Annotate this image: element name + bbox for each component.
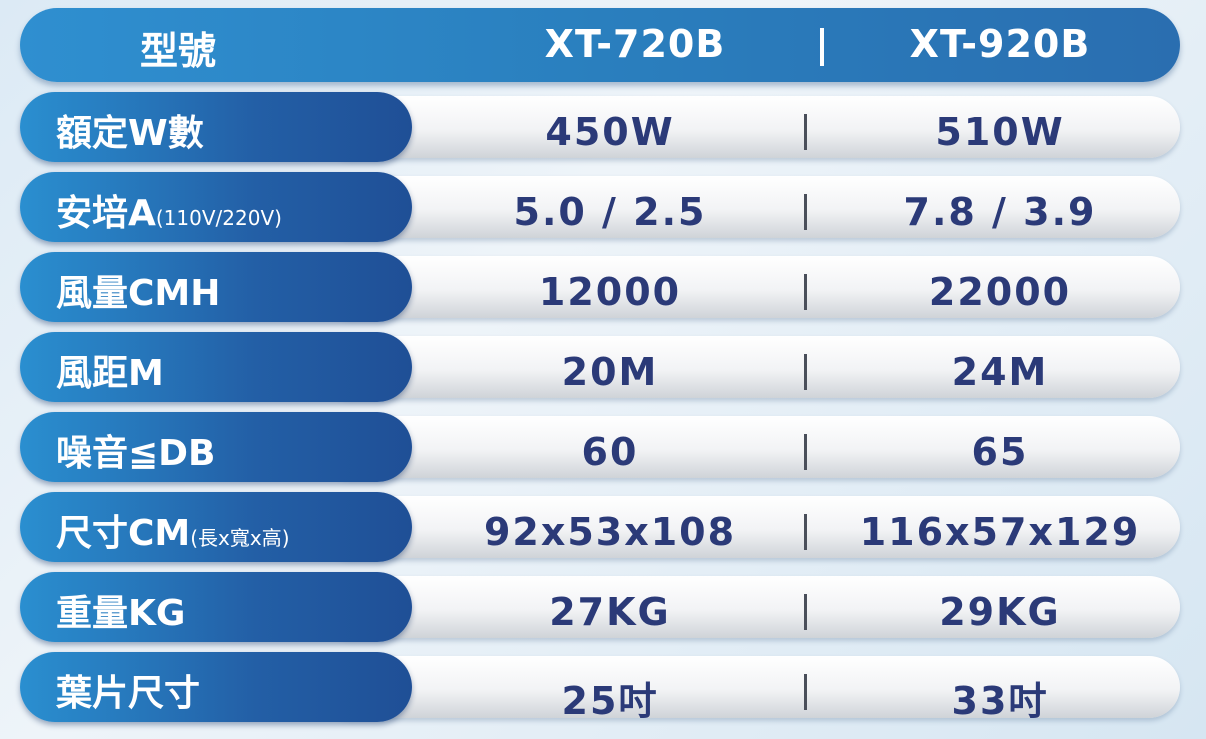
column-divider bbox=[804, 594, 807, 630]
spec-row: 450W 510W 額定W數 bbox=[20, 92, 1180, 162]
value-model-2: 29KG bbox=[939, 590, 1061, 634]
row-label-pill: 風量CMH bbox=[20, 252, 412, 322]
value-model-2: 510W bbox=[935, 110, 1065, 154]
value-model-1: 60 bbox=[581, 430, 639, 474]
value-model-2: 65 bbox=[971, 430, 1029, 474]
row-label-pill: 風距M bbox=[20, 332, 412, 402]
value-bar: 27KG 29KG bbox=[320, 576, 1180, 638]
value-bar: 25吋 33吋 bbox=[320, 656, 1180, 723]
row-label-note: (110V/220V) bbox=[155, 206, 282, 230]
value-bar: 5.0 / 2.5 7.8 / 3.9 bbox=[320, 176, 1180, 238]
row-label: 噪音≦DB bbox=[56, 433, 216, 474]
value-bar: 20M 24M bbox=[320, 336, 1180, 398]
header-label: 型號 bbox=[140, 29, 217, 73]
column-divider bbox=[804, 194, 807, 230]
value-model-1: 5.0 / 2.5 bbox=[513, 190, 707, 234]
value-model-1: 450W bbox=[545, 110, 675, 154]
model-1: XT-720B bbox=[544, 22, 726, 66]
header-divider bbox=[820, 28, 824, 66]
column-divider bbox=[804, 274, 807, 310]
header-row: 型號 XT-720B XT-920B bbox=[20, 8, 1180, 82]
spec-row: 27KG 29KG 重量KG bbox=[20, 572, 1180, 642]
row-label-pill: 額定W數 bbox=[20, 92, 412, 162]
value-model-2: 33吋 bbox=[951, 679, 1049, 723]
row-label: 尺寸CM bbox=[56, 513, 191, 554]
model-2: XT-920B bbox=[909, 22, 1091, 66]
row-label-pill: 葉片尺寸 bbox=[20, 652, 412, 722]
column-divider bbox=[804, 514, 807, 550]
value-model-1: 92x53x108 bbox=[483, 510, 737, 554]
row-label: 風量CMH bbox=[56, 273, 221, 314]
value-model-1: 20M bbox=[561, 350, 659, 394]
value-model-2: 116x57x129 bbox=[859, 510, 1141, 554]
row-label-pill: 重量KG bbox=[20, 572, 412, 642]
row-label: 風距M bbox=[56, 353, 164, 394]
row-label: 重量KG bbox=[56, 593, 186, 634]
row-label-pill: 噪音≦DB bbox=[20, 412, 412, 482]
column-divider bbox=[804, 674, 807, 710]
value-bar: 60 65 bbox=[320, 416, 1180, 478]
spec-row: 92x53x108 116x57x129 尺寸CM(長x寬x高) bbox=[20, 492, 1180, 562]
row-label-note: (長x寬x高) bbox=[190, 526, 290, 550]
value-bar: 12000 22000 bbox=[320, 256, 1180, 318]
column-divider bbox=[804, 354, 807, 390]
value-model-1: 27KG bbox=[549, 590, 671, 634]
spec-row: 60 65 噪音≦DB bbox=[20, 412, 1180, 482]
row-label: 額定W數 bbox=[56, 113, 204, 154]
value-model-1: 12000 bbox=[538, 270, 682, 314]
spec-row: 20M 24M 風距M bbox=[20, 332, 1180, 402]
value-model-2: 22000 bbox=[928, 270, 1072, 314]
row-label-pill: 尺寸CM(長x寬x高) bbox=[20, 492, 412, 562]
value-model-2: 7.8 / 3.9 bbox=[903, 190, 1097, 234]
value-model-1: 25吋 bbox=[561, 679, 659, 723]
value-bar: 450W 510W bbox=[320, 96, 1180, 158]
column-divider bbox=[804, 434, 807, 470]
spec-row: 5.0 / 2.5 7.8 / 3.9 安培A(110V/220V) bbox=[20, 172, 1180, 242]
spec-row: 12000 22000 風量CMH bbox=[20, 252, 1180, 322]
row-label: 葉片尺寸 bbox=[56, 673, 201, 714]
row-label-pill: 安培A(110V/220V) bbox=[20, 172, 412, 242]
value-bar: 92x53x108 116x57x129 bbox=[320, 496, 1180, 558]
row-label: 安培A bbox=[56, 193, 156, 234]
value-model-2: 24M bbox=[951, 350, 1049, 394]
spec-row: 25吋 33吋 葉片尺寸 bbox=[20, 652, 1180, 723]
column-divider bbox=[804, 114, 807, 150]
